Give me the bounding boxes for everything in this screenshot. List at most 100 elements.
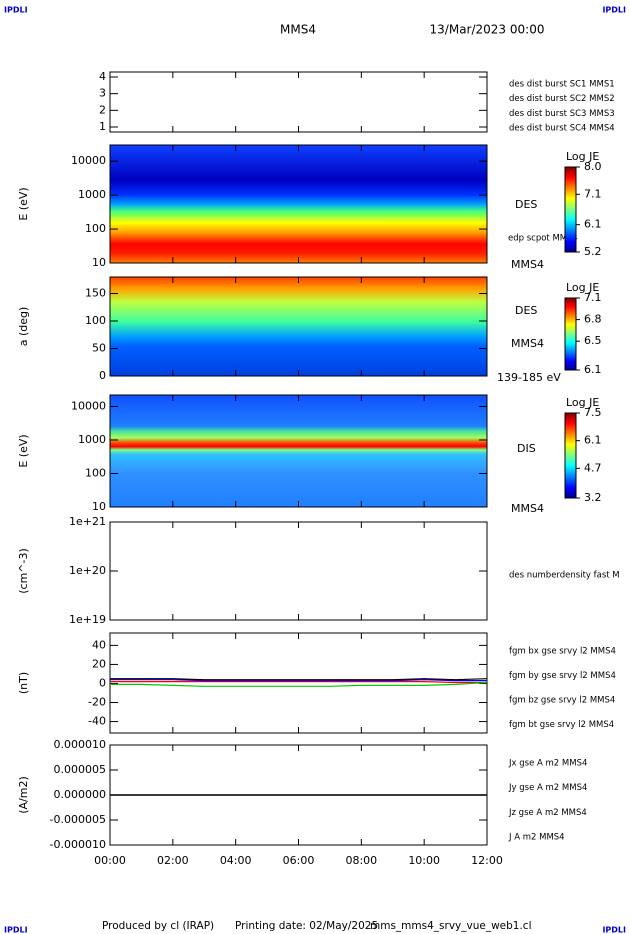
colorbar-label: Log JE — [566, 396, 599, 409]
legend-label: fgm bz gse srvy l2 MMS4 — [509, 696, 615, 706]
y-tick-label: 0 — [99, 676, 106, 689]
y-tick-label: 1e+20 — [69, 564, 106, 577]
colorbar-tick-label: 5.2 — [584, 245, 602, 258]
date: 13/Mar/2023 00:00 — [430, 23, 545, 37]
y-tick-label: 50 — [92, 342, 106, 355]
series-line — [110, 678, 488, 681]
colorbar-tick-label: 6.8 — [584, 313, 602, 326]
spectrogram — [110, 145, 487, 263]
colorbar — [564, 166, 577, 253]
x-tick-label: 06:00 — [283, 854, 315, 867]
x-tick-label: 08:00 — [345, 854, 377, 867]
legend-label: des numberdensity fast M — [509, 571, 620, 581]
y-tick-label: 150 — [85, 287, 106, 300]
y-axis-label: (cm^-3) — [17, 548, 30, 594]
footer-credit: Produced by cl (IRAP) — [102, 920, 214, 932]
y-tick-label: 1e+19 — [69, 613, 106, 626]
annotation: 139-185 eV — [497, 371, 561, 384]
colorbar-label: Log JE — [566, 281, 599, 294]
y-tick-label: 0 — [99, 369, 106, 382]
spectrogram — [110, 395, 487, 507]
x-tick-label: 12:00 — [471, 854, 503, 867]
spectrogram — [110, 277, 487, 376]
series-line — [110, 681, 488, 687]
colorbar-tick-label: 8.0 — [584, 160, 602, 173]
y-tick-label: 4 — [99, 70, 106, 83]
x-tick-label: 00:00 — [94, 854, 126, 867]
plot-frame — [109, 632, 488, 734]
y-tick-label: 0.000005 — [54, 763, 107, 776]
colorbar-tick-label: 7.5 — [584, 406, 602, 419]
footer-date: Printing date: 02/May/2025 — [235, 920, 378, 932]
corner-label: IPDLI — [602, 6, 626, 15]
annotation: DIS — [517, 442, 536, 455]
y-axis-label: (A/m2) — [17, 776, 30, 814]
legend-label: des dist burst SC3 MMS3 — [509, 109, 615, 119]
annotation: edp scpot MMS4 — [508, 234, 578, 244]
plot-frame — [109, 71, 488, 133]
colorbar-tick-label: 4.7 — [584, 461, 602, 474]
footer-file: mms_mms4_srvy_vue_web1.cl — [370, 920, 532, 932]
colorbar-tick-label: 6.1 — [584, 363, 602, 376]
legend-label: fgm bt gse srvy l2 MMS4 — [509, 720, 614, 730]
y-tick-label: -40 — [88, 715, 106, 728]
colorbar — [564, 412, 577, 499]
colorbar-tick-label: 6.1 — [584, 434, 602, 447]
y-tick-label: 100 — [85, 314, 106, 327]
legend-label: Jz gse A m2 MMS4 — [508, 808, 587, 818]
legend-label: Jy gse A m2 MMS4 — [508, 783, 587, 793]
legend-label: des dist burst SC2 MMS2 — [509, 94, 615, 104]
y-tick-label: 10 — [92, 256, 106, 269]
colorbar-tick-label: 3.2 — [584, 491, 602, 504]
corner-label: IPDLI — [602, 926, 626, 934]
y-tick-label: 100 — [85, 222, 106, 235]
y-tick-label: 40 — [92, 638, 106, 651]
colorbar-tick-label: 7.1 — [584, 291, 602, 304]
spacecraft: MMS4 — [280, 23, 316, 37]
y-tick-label: 1 — [99, 120, 106, 133]
colorbar-tick-label: 6.5 — [584, 334, 602, 347]
y-axis-label: a (deg) — [17, 307, 30, 347]
y-tick-label: 10 — [92, 500, 106, 513]
annotation: DES — [515, 198, 537, 211]
annotation: MMS4 — [511, 337, 544, 350]
legend-label: des dist burst SC4 MMS4 — [509, 124, 615, 134]
x-tick-label: 10:00 — [408, 854, 440, 867]
y-axis-label: (nT) — [17, 672, 30, 694]
y-tick-label: -0.000010 — [50, 838, 106, 851]
plot-frame — [109, 521, 488, 621]
y-tick-label: 1e+21 — [69, 515, 106, 528]
legend-label: fgm by gse srvy l2 MMS4 — [509, 671, 616, 681]
y-axis-label: E (eV) — [17, 434, 30, 467]
y-tick-label: 100 — [85, 466, 106, 479]
y-tick-label: -20 — [88, 696, 106, 709]
series-line — [110, 681, 487, 684]
y-tick-label: 20 — [92, 657, 106, 670]
y-tick-label: 2 — [99, 103, 106, 116]
colorbar-label: Log JE — [566, 150, 599, 163]
legend-label: fgm bx gse srvy l2 MMS4 — [509, 647, 616, 657]
legend-label: J A m2 MMS4 — [508, 833, 565, 843]
corner-label: IPDLI — [4, 6, 28, 15]
y-tick-label: 1000 — [78, 188, 106, 201]
y-tick-label: 1000 — [78, 433, 106, 446]
colorbar — [564, 297, 577, 371]
x-tick-label: 04:00 — [220, 854, 252, 867]
y-axis-label: E (eV) — [17, 187, 30, 220]
y-tick-label: -0.000005 — [50, 813, 106, 826]
x-tick-label: 02:00 — [157, 854, 189, 867]
y-tick-label: 0.000010 — [54, 738, 107, 751]
y-tick-label: 0.000000 — [54, 788, 107, 801]
y-tick-label: 3 — [99, 87, 106, 100]
series-line — [110, 679, 487, 682]
y-tick-label: 10000 — [71, 399, 106, 412]
annotation: MMS4 — [511, 258, 544, 271]
colorbar-tick-label: 6.1 — [584, 218, 602, 231]
colorbar-tick-label: 7.1 — [584, 187, 602, 200]
corner-label: IPDLI — [4, 926, 28, 934]
legend-label: des dist burst SC1 MMS1 — [509, 80, 615, 90]
annotation: DES — [515, 304, 537, 317]
y-tick-label: 10000 — [71, 154, 106, 167]
annotation: MMS4 — [511, 502, 544, 515]
